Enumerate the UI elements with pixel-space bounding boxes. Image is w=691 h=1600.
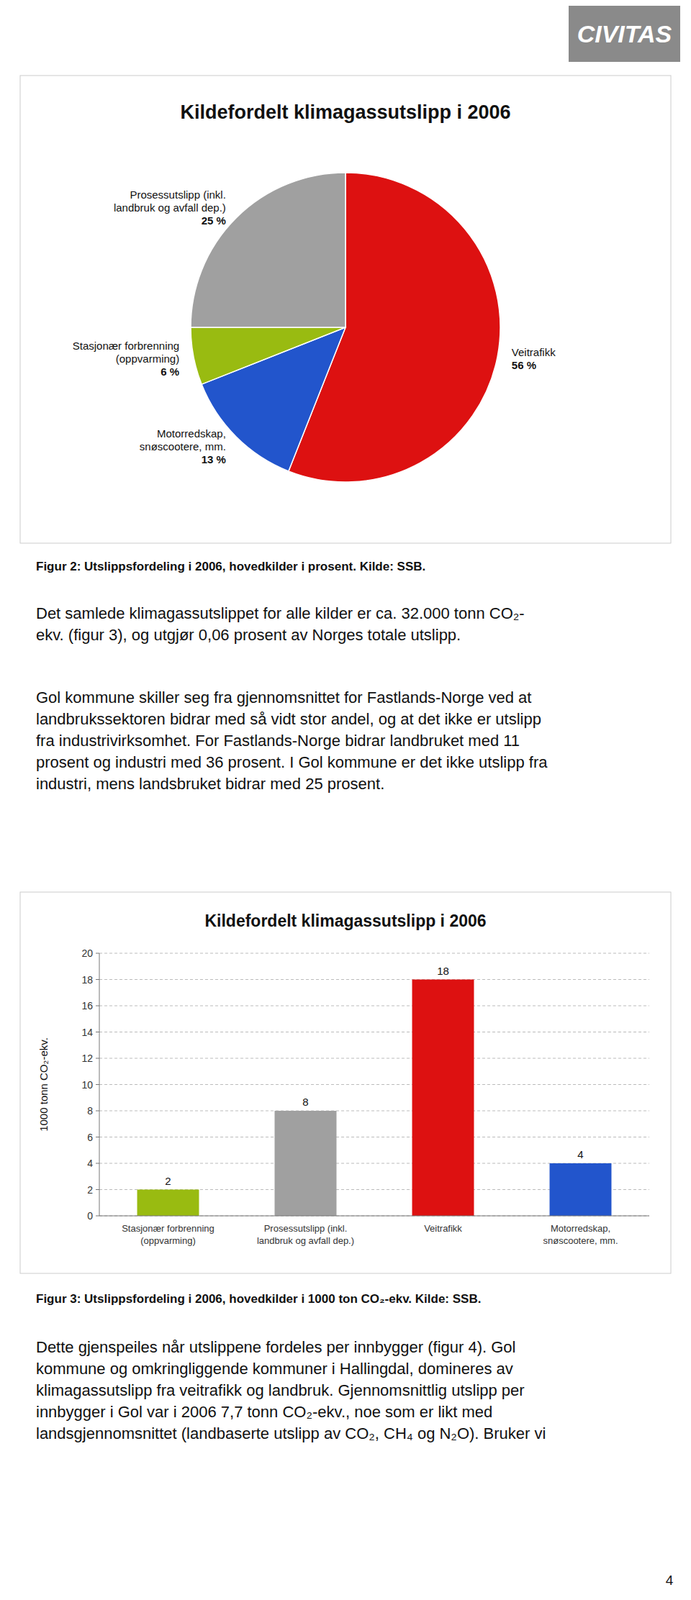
slice-label: Motorredskap,snøscootere, mm.13 % — [139, 427, 227, 466]
slice-value: 56 % — [511, 359, 537, 372]
x-tick-label-line: (oppvarming) — [140, 1235, 196, 1247]
y-tick-label: 2 — [87, 1184, 93, 1197]
figure-caption: Figur 3: Utslippsfordeling i 2006, hoved… — [35, 1292, 481, 1308]
x-tick-label-line: Veitrafikk — [423, 1223, 463, 1235]
bar — [137, 1190, 200, 1218]
slice-name-line: Stasjonær forbrenning — [72, 339, 180, 352]
grid-line — [99, 1058, 650, 1060]
x-tick-label-line: Motorredskap, — [550, 1223, 611, 1235]
y-tick — [95, 953, 100, 955]
slice-value: 6 % — [160, 365, 180, 378]
data-label: 4 — [577, 1148, 584, 1162]
x-tick-label-line: Prosessutslipp (inkl. — [264, 1223, 348, 1235]
data-label: 18 — [436, 965, 450, 978]
grid-line — [99, 1006, 650, 1007]
body-text: Gol kommune skiller seg fra gjennomsnitt… — [35, 687, 548, 796]
slice-label: Prosessutslipp (inkl.landbruk og avfall … — [113, 188, 227, 227]
y-tick-label: 8 — [87, 1105, 93, 1118]
slice-label: Stasjonær forbrenning(oppvarming)6 % — [72, 339, 180, 378]
y-tick — [95, 1084, 100, 1086]
slice-name-line: Veitrafikk — [511, 346, 556, 359]
logo: CIVITAS — [568, 5, 681, 62]
y-tick-label: 4 — [87, 1158, 93, 1170]
y-tick — [95, 1058, 100, 1060]
data-label: 8 — [302, 1096, 309, 1109]
y-axis — [99, 953, 101, 1217]
body-text: Dette gjenspeiles når utslippene fordele… — [35, 1337, 546, 1446]
x-tick-label: Veitrafikk — [423, 1223, 463, 1235]
y-tick-label: 6 — [87, 1132, 93, 1144]
chart-title: Kildefordelt klimagassutslipp i 2006 — [204, 911, 486, 931]
bar — [549, 1163, 612, 1217]
y-tick-label: 14 — [81, 1027, 93, 1039]
grid-line — [99, 1137, 650, 1138]
y-tick — [95, 1111, 100, 1113]
y-tick-label: 12 — [81, 1053, 93, 1065]
body-text: Det samlede klimagassutslippet for alle … — [35, 603, 525, 647]
y-tick-label: 10 — [81, 1079, 93, 1092]
grid-line — [99, 1084, 650, 1086]
x-tick-label: Stasjonær forbrenning(oppvarming) — [121, 1223, 215, 1247]
x-tick-label: Prosessutslipp (inkl.landbruk og avfall … — [256, 1223, 355, 1247]
grid-line — [99, 979, 650, 981]
slice-name-line: Motorredskap, — [156, 427, 227, 440]
slice-name-line: snøscootere, mm. — [139, 440, 227, 453]
x-tick-label-line: Stasjonær forbrenning — [121, 1223, 215, 1235]
slice-name: Prosessutslipp (inkl.landbruk og avfall … — [113, 188, 227, 214]
pie-slices — [190, 172, 501, 483]
x-tick-label-line: landbruk og avfall dep.) — [256, 1235, 355, 1247]
data-label: 2 — [164, 1175, 171, 1188]
y-tick-label: 16 — [81, 1000, 93, 1013]
chart-title: Kildefordelt klimagassutslipp i 2006 — [179, 101, 511, 124]
y-tick — [95, 1006, 100, 1007]
bars — [137, 980, 612, 1218]
y-tick — [95, 1032, 100, 1033]
x-tick-label: Motorredskap,snøscootere, mm. — [542, 1223, 618, 1247]
y-tick — [95, 1189, 100, 1191]
y-tick — [95, 979, 100, 981]
slice-label: Veitrafikk56 % — [511, 346, 556, 372]
grid-line — [99, 1216, 650, 1218]
grid-line — [99, 1032, 650, 1033]
y-tick — [95, 1216, 100, 1218]
figure-caption: Figur 2: Utslippsfordeling i 2006, hoved… — [35, 559, 426, 575]
page-number: 4 — [655, 1573, 684, 1590]
x-tick-label-line: snøscootere, mm. — [542, 1235, 618, 1247]
y-tick-label: 20 — [81, 947, 93, 960]
bar — [412, 980, 475, 1218]
y-tick-label: 18 — [81, 974, 93, 987]
slice-name-line: landbruk og avfall dep.) — [113, 201, 227, 214]
figure-frame — [20, 892, 671, 1275]
slice-name-line: Prosessutslipp (inkl. — [129, 188, 226, 201]
grid-line — [99, 953, 650, 955]
page: Kildefordelt klimagassutslipp i 2006 Veit… — [0, 0, 691, 1600]
y-axis-label: 1000 tonn CO₂-ekv. — [37, 1037, 50, 1133]
bar — [274, 1111, 337, 1217]
grid-line — [99, 1111, 650, 1113]
pie-slice — [190, 327, 346, 385]
slice-name: Motorredskap,snøscootere, mm. — [139, 427, 227, 453]
x-axis — [99, 1216, 650, 1218]
y-tick-label: 0 — [87, 1210, 93, 1223]
figure-frame — [20, 75, 671, 544]
y-tick — [95, 1137, 100, 1138]
slice-value: 13 % — [201, 453, 227, 466]
y-tick — [95, 1163, 100, 1165]
slice-value: 25 % — [201, 214, 227, 227]
slice-name: Stasjonær forbrenning(oppvarming) — [72, 339, 180, 365]
slice-name: Veitrafikk — [511, 346, 556, 359]
slice-name-line: (oppvarming) — [115, 352, 180, 365]
